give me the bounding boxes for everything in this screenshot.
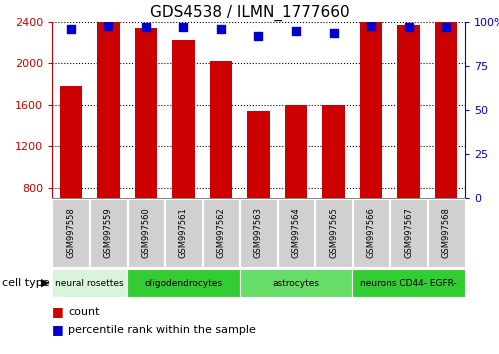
Bar <box>210 61 232 198</box>
Text: ■: ■ <box>52 306 64 319</box>
Bar <box>360 0 382 198</box>
Text: GDS4538 / ILMN_1777660: GDS4538 / ILMN_1777660 <box>150 5 349 21</box>
Text: GSM997565: GSM997565 <box>329 208 338 258</box>
Bar <box>172 40 195 198</box>
Bar <box>285 105 307 198</box>
Text: GSM997567: GSM997567 <box>404 207 413 258</box>
Text: oligodendrocytes: oligodendrocytes <box>144 279 223 287</box>
Bar <box>97 20 120 198</box>
Bar <box>247 111 270 198</box>
Point <box>367 23 375 28</box>
Text: GSM997566: GSM997566 <box>367 207 376 258</box>
Bar <box>322 105 345 198</box>
Text: GSM997558: GSM997558 <box>66 208 75 258</box>
Bar <box>59 86 82 198</box>
Bar <box>397 25 420 198</box>
Text: GSM997568: GSM997568 <box>442 207 451 258</box>
Text: neural rosettes: neural rosettes <box>55 279 124 287</box>
Text: count: count <box>68 307 99 317</box>
Text: ■: ■ <box>52 324 64 337</box>
Text: neurons CD44- EGFR-: neurons CD44- EGFR- <box>360 279 457 287</box>
Point <box>217 26 225 32</box>
Point <box>104 23 112 28</box>
Text: GSM997560: GSM997560 <box>141 208 150 258</box>
Bar <box>135 28 157 198</box>
Point <box>292 28 300 34</box>
Text: GSM997559: GSM997559 <box>104 208 113 258</box>
Point <box>442 24 450 30</box>
Text: astrocytes: astrocytes <box>272 279 319 287</box>
Text: cell type: cell type <box>2 278 50 288</box>
Point <box>142 24 150 30</box>
Text: GSM997561: GSM997561 <box>179 208 188 258</box>
Text: percentile rank within the sample: percentile rank within the sample <box>68 325 256 335</box>
Point <box>254 33 262 39</box>
Text: GSM997563: GSM997563 <box>254 207 263 258</box>
Point <box>180 24 188 30</box>
Text: GSM997562: GSM997562 <box>217 208 226 258</box>
Point <box>67 26 75 32</box>
Point <box>330 30 338 35</box>
Text: ▶: ▶ <box>41 278 49 288</box>
Point <box>405 24 413 30</box>
Text: GSM997564: GSM997564 <box>291 208 300 258</box>
Bar <box>435 10 458 198</box>
